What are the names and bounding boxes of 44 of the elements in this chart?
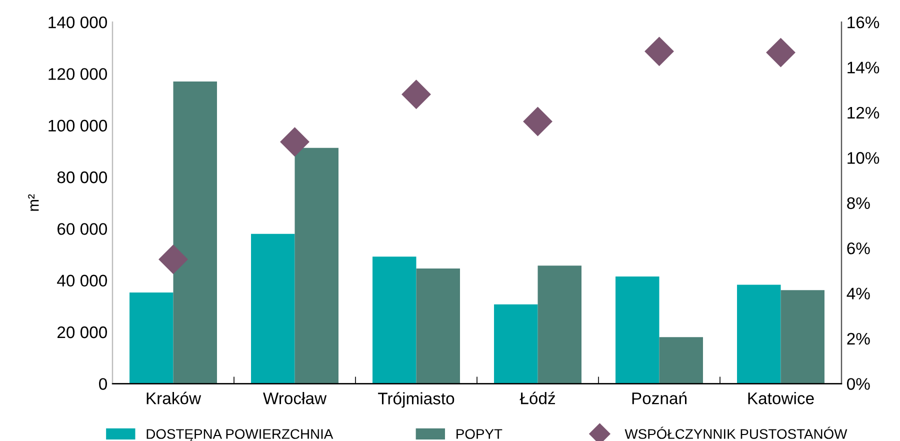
point <box>523 107 552 136</box>
point <box>158 244 188 274</box>
y2-tick-label: 10% <box>848 152 880 164</box>
x-tick-label: Łódź <box>520 392 555 404</box>
y-tick-label: 60 000 <box>58 223 107 235</box>
bar <box>494 304 538 384</box>
point <box>280 127 310 156</box>
y2-tick-label: 8% <box>847 197 870 210</box>
point <box>644 36 674 66</box>
x-tick-label: Kraków <box>146 392 202 404</box>
point <box>402 80 431 109</box>
bar <box>538 266 582 384</box>
bar <box>737 284 781 384</box>
y-tick-label: 100 000 <box>48 120 107 132</box>
y-tick-label: 0 <box>99 378 107 390</box>
y2-tick-label: 16% <box>848 16 880 28</box>
legend-label: WSPÓŁCZYNNIK PUSTOSTANÓW <box>624 426 848 439</box>
bar <box>251 234 295 384</box>
y-tick-label: 80 000 <box>57 171 107 184</box>
point <box>766 38 796 68</box>
x-tick-label: Poznań <box>632 392 686 404</box>
bar <box>173 81 217 384</box>
x-tick-label: Katowice <box>748 392 814 404</box>
bar <box>130 292 174 384</box>
x-tick-label: Trójmiasto <box>378 392 454 408</box>
bar <box>659 337 703 384</box>
bar <box>372 256 416 384</box>
bar <box>416 268 460 384</box>
y2-tick-label: 4% <box>846 288 870 300</box>
bar <box>294 148 338 384</box>
y2-tick-label: 12% <box>848 106 880 119</box>
y2-tick-label: 6% <box>847 242 870 254</box>
y-tick-label: 120 000 <box>48 68 107 80</box>
x-tick-label: Wrocław <box>263 392 327 404</box>
bar <box>780 290 824 384</box>
y2-tick-label: 2% <box>847 332 870 345</box>
y2-tick-label: 14% <box>848 62 880 74</box>
y2-tick-label: 0% <box>847 378 870 390</box>
y-tick-label: 140 000 <box>48 16 107 28</box>
y-tick-label: 20 000 <box>58 326 107 338</box>
y-axis-title: m² <box>28 194 39 211</box>
y-tick-label: 40 000 <box>57 274 107 287</box>
bar <box>616 276 660 384</box>
legend-label: POPYT <box>456 429 502 439</box>
